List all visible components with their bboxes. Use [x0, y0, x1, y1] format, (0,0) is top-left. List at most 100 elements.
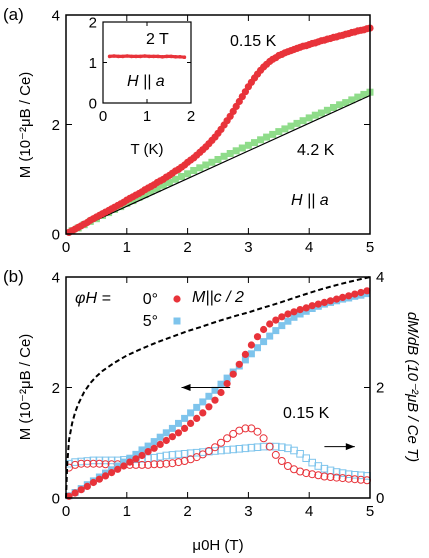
b-5-1-point-11 [132, 450, 140, 458]
b-0-0-point-27 [229, 370, 237, 378]
b-5-1-point-15 [156, 433, 164, 441]
b-0-0-point-6 [101, 472, 110, 480]
b-0-0-point-44 [333, 295, 341, 303]
a-4-2-k-1-point-26 [226, 150, 234, 157]
a-4-2-k-1-point-46 [348, 96, 356, 104]
b-series-3-point-29 [241, 424, 250, 433]
b-xtick-label-2: 2 [183, 503, 191, 520]
b-0-0-point-28 [235, 360, 243, 368]
a-ytick-label-2: 4 [52, 7, 60, 24]
b-series-4-point-34 [272, 442, 280, 451]
b-ytick-label-2: 4 [52, 269, 60, 286]
b-series-3-point-38 [296, 467, 305, 476]
a-4-2-k-1-point-40 [311, 111, 319, 119]
a-xtick-label-0: 0 [62, 239, 70, 256]
b-5-1-point-19 [181, 414, 189, 422]
a-4-2-k-1-point-48 [360, 90, 368, 98]
b-0-0-point-12 [138, 451, 146, 460]
b-xtick-label-5: 5 [366, 503, 374, 520]
panel-b-x-ticks: 0 1 2 3 4 5 [62, 277, 374, 520]
a-4-2-k-1-point-12 [141, 191, 149, 199]
a-4-2-k-1-point-31 [257, 136, 265, 144]
inset-plot-area [107, 54, 187, 59]
inset-point-17 [182, 55, 187, 59]
a-4-2-k-1-point-30 [251, 139, 258, 147]
a-xtick-label-1: 1 [123, 239, 131, 256]
b-0-0-point-18 [174, 429, 183, 437]
annotation-h-parallel-a: H || a [291, 192, 329, 209]
b-series-3-point-15 [156, 460, 165, 469]
legend-label-5deg: 5° [143, 313, 158, 330]
b-0-0-point-17 [168, 433, 176, 441]
b-0-0-point-45 [339, 293, 347, 301]
a-xtick-label-2: 2 [183, 239, 191, 256]
b-5-1-point-21 [193, 403, 201, 411]
b-0-0-point-29 [241, 350, 249, 358]
inset-annotation-2T: 2 T [146, 31, 169, 48]
b-0-0-point-14 [150, 444, 158, 452]
a-xtick-label-3: 3 [244, 239, 252, 256]
panel-b-xlabel: μ0H (T) [192, 537, 243, 554]
b-series-3-point-2 [77, 459, 86, 468]
b-5-1-point-35 [278, 322, 286, 330]
b-5-1-point-13 [144, 442, 152, 450]
inset-point-1 [112, 54, 116, 58]
a-4-2-k-1-point-47 [354, 93, 362, 101]
b-series-4-point-17 [168, 451, 177, 459]
b-0-0-point-46 [345, 292, 353, 300]
b-series-3-point-47 [350, 475, 359, 484]
b-series-3-point-42 [320, 472, 329, 481]
b-0-0-point-3 [83, 482, 91, 490]
a-4-2-k-1-point-19 [184, 170, 192, 178]
b-y2tick-label-0: 0 [376, 490, 384, 507]
b-5-1-point-22 [199, 398, 207, 406]
inset-annotation-h-parallel-a: H || a [127, 73, 165, 90]
b-0-0-point-26 [223, 380, 231, 388]
a-4-2-k-1-point-22 [202, 161, 210, 169]
b-series-4-point-29 [241, 444, 250, 453]
a-4-2-k-1-point-43 [330, 104, 337, 111]
b-series-3-point-41 [314, 471, 323, 480]
inset-xtick-label-0: 0 [99, 108, 107, 125]
b-0-0-point-16 [162, 436, 170, 445]
a-xtick-label-5: 5 [366, 239, 374, 256]
a-4-2-k-1-point-28 [238, 144, 246, 152]
panel-b-y2-ticks: 0 2 4 [364, 269, 384, 507]
inset-x-ticks: 0 1 2 [99, 22, 195, 125]
b-series-4-point-30 [247, 443, 256, 452]
a-4-2-k-1-point-21 [196, 164, 204, 172]
a-4-2-k-1-point-38 [299, 117, 307, 125]
b-0-0-point-41 [314, 300, 322, 308]
inset-point-11 [156, 54, 160, 59]
legend-marker-0deg [173, 295, 181, 303]
panel-a-label: (a) [3, 5, 24, 24]
a-4-2-k-1-point-15 [159, 181, 167, 189]
b-0-0-point-19 [181, 424, 189, 432]
a-ytick-label-1: 2 [52, 117, 60, 134]
b-0-0-point-40 [308, 302, 316, 310]
b-5-1-point-9 [120, 458, 128, 466]
panel-b-ylabel: M (10⁻²μB / Ce) [17, 334, 34, 441]
inset: 0 1 2 0 1 2 2 T H || a T (K) [89, 14, 196, 158]
b-series-3-point-6 [101, 460, 110, 469]
b-5-1-point-32 [260, 338, 268, 346]
b-ytick-label-1: 2 [52, 380, 60, 397]
b-5-1-point-37 [290, 313, 298, 321]
b-5-1-point-24 [211, 386, 219, 394]
arrow-right-head [345, 443, 355, 451]
b-series-3-point-34 [271, 450, 280, 459]
b-series-3-point-12 [138, 460, 146, 469]
b-series-3-point-25 [217, 438, 225, 447]
a-4-2-k-1-point-13 [147, 187, 155, 195]
inset-point-6 [134, 54, 138, 59]
b-xtick-label-0: 0 [62, 503, 70, 520]
panel-b: (b) 0 1 2 3 4 5 0 2 4 0 2 4 M (10⁻²μB / Ce) dM/dB… [3, 267, 421, 554]
b-5-1-point-29 [241, 356, 249, 364]
a-4-2-k-1-point-27 [232, 147, 240, 155]
b-0-0-point-8 [114, 465, 122, 473]
inset-point-5 [129, 54, 134, 59]
b-series-3-point-18 [174, 458, 183, 467]
b-series-3-point-23 [204, 447, 213, 455]
annotation-m-parallel-c: M||c / 2 [192, 289, 244, 306]
annotation-015K: 0.15 K [230, 33, 277, 50]
